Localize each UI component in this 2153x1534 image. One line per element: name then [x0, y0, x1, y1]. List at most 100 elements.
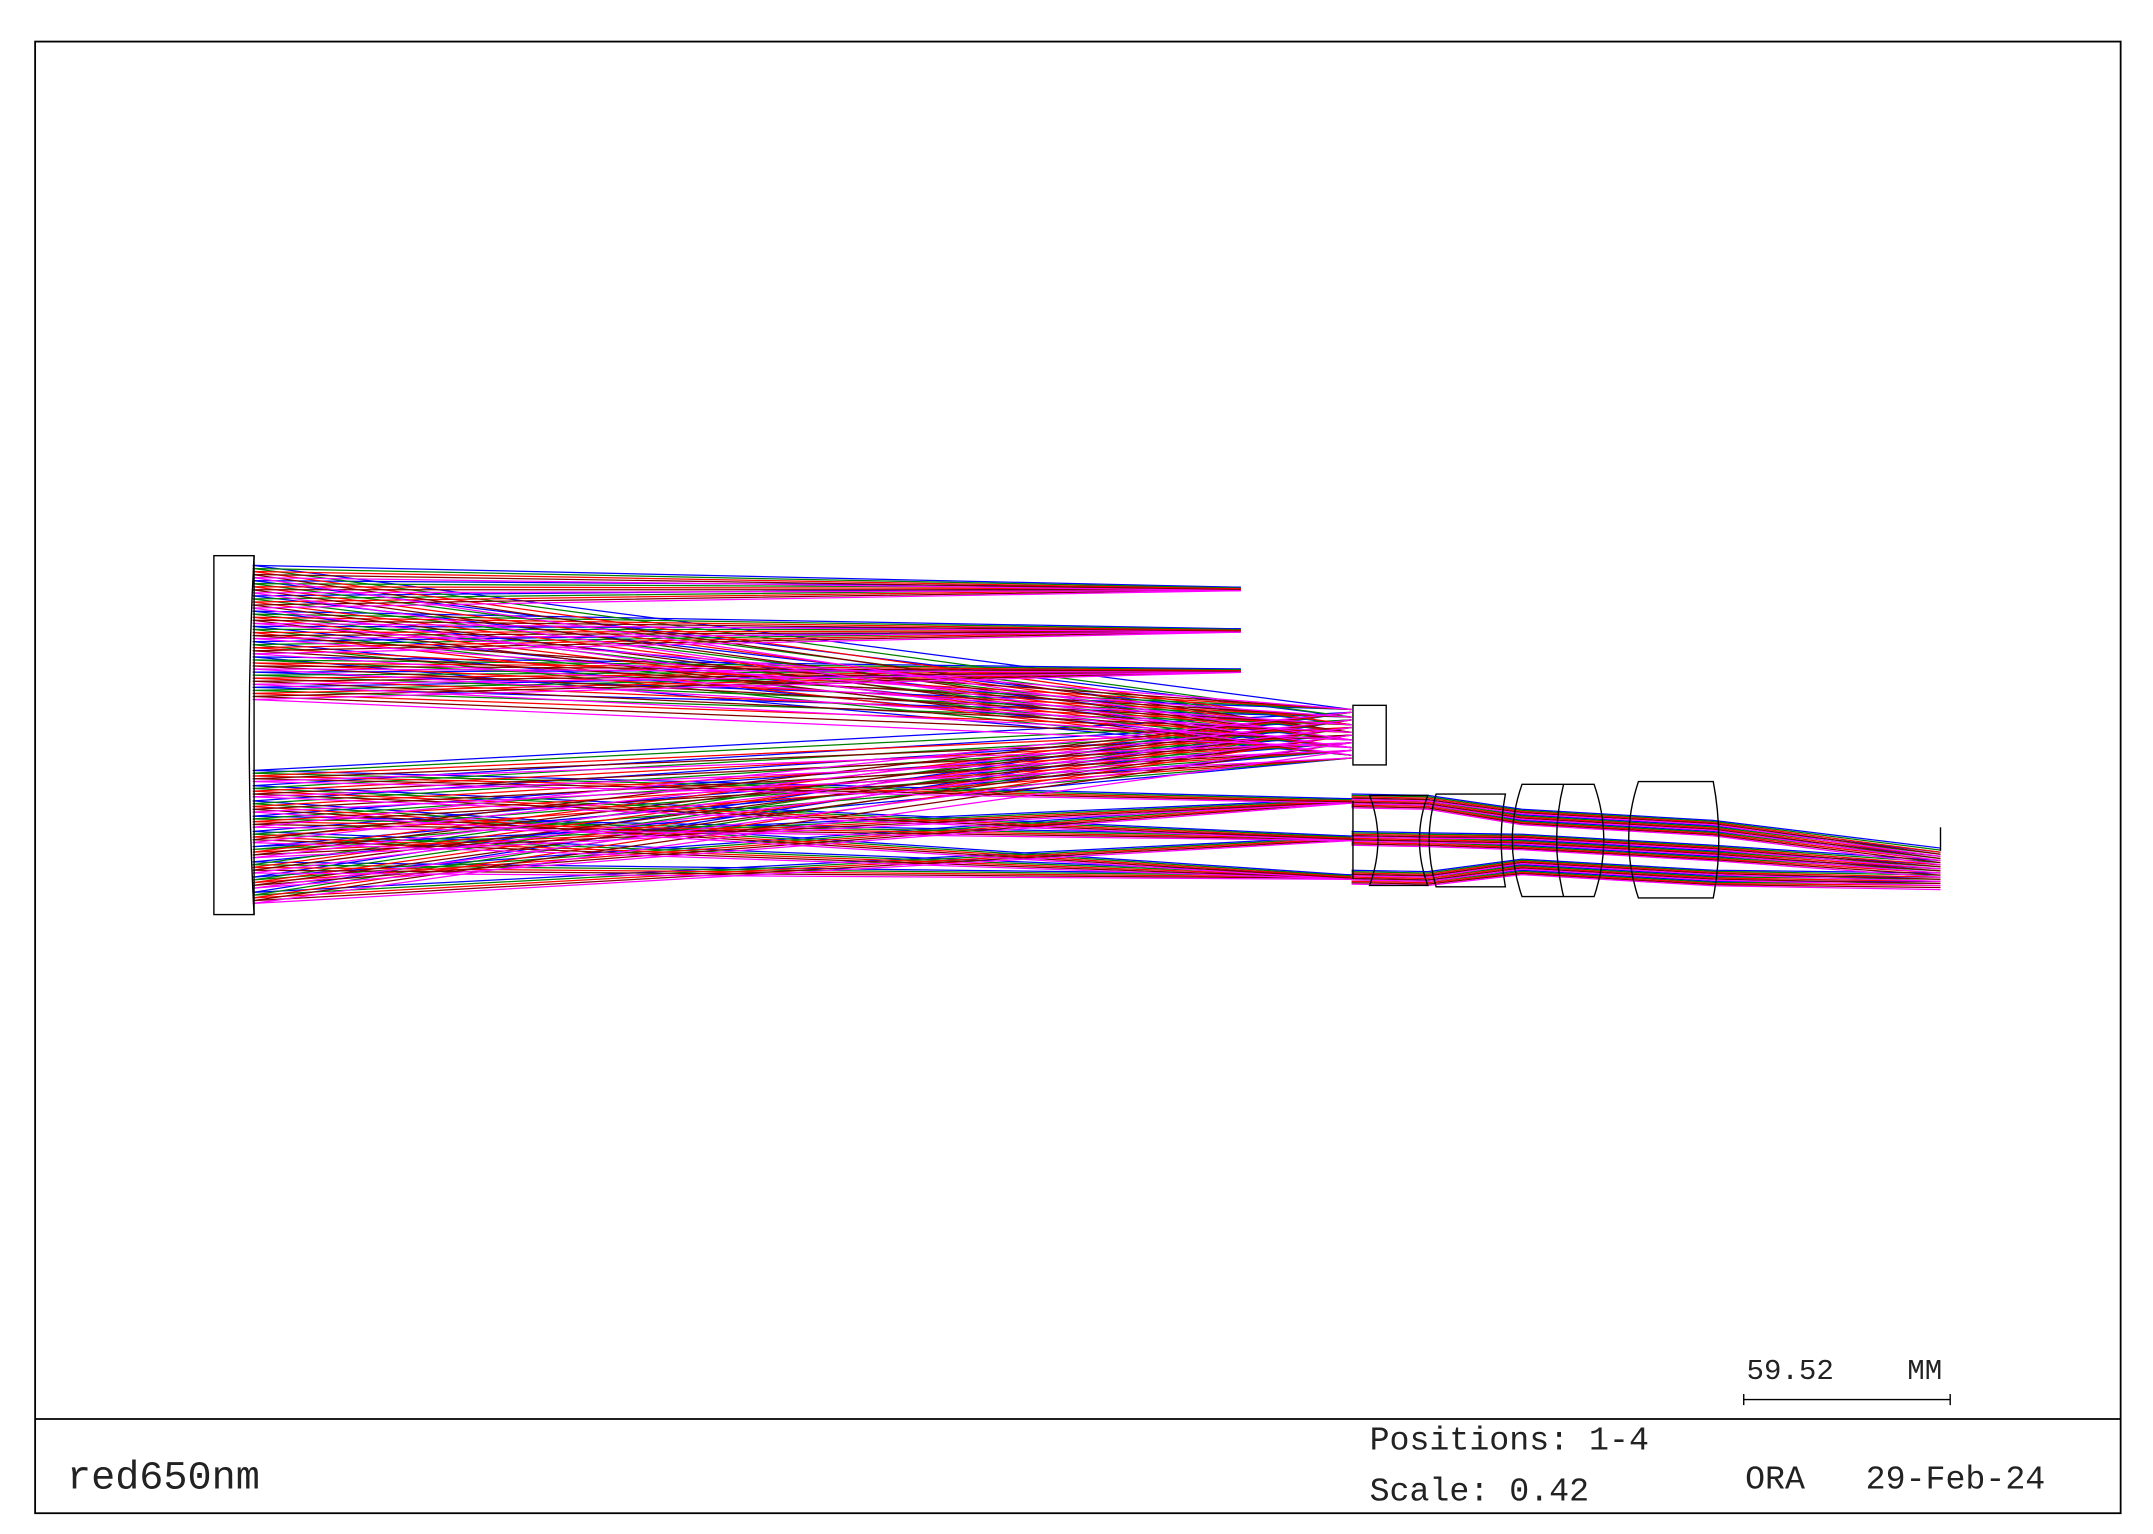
- ray: [252, 711, 1352, 879]
- ray: [252, 629, 1352, 756]
- ray: [252, 742, 1352, 804]
- ray: [252, 711, 1352, 877]
- ray: [1351, 871, 1941, 887]
- ray: [1351, 834, 1941, 868]
- design-name: red650nm: [67, 1456, 260, 1501]
- scale-bar-unit: MM: [1907, 1355, 1942, 1388]
- ray: [252, 726, 1352, 859]
- primary-surface: [248, 555, 255, 915]
- ray: [252, 670, 1352, 733]
- ray: [1351, 807, 1941, 866]
- ray: [252, 630, 1352, 718]
- ray: [252, 656, 1352, 756]
- ray: [252, 564, 1352, 711]
- ray: [252, 742, 1352, 878]
- ray: [252, 613, 1352, 741]
- scale-bar-length: 59.52: [1746, 1355, 1833, 1388]
- secondary-mirror: [1352, 704, 1387, 766]
- ray: [1351, 833, 1941, 866]
- ray: [252, 622, 1352, 711]
- lens-3: [1511, 783, 1605, 898]
- ray: [252, 726, 1352, 876]
- ray: [1351, 796, 1941, 853]
- ray: [252, 589, 1352, 749]
- lens-3-inner: [1556, 784, 1565, 897]
- ray: [1351, 868, 1941, 887]
- ray: [252, 631, 1352, 718]
- date: 29-Feb-24: [1866, 1460, 2046, 1498]
- program: ORA: [1745, 1460, 1805, 1498]
- ray: [252, 719, 1352, 881]
- ray: [252, 749, 1352, 905]
- ray: [1351, 803, 1941, 862]
- ray: [252, 711, 1352, 842]
- ray: [252, 719, 1352, 856]
- ray: [1351, 858, 1941, 874]
- ray: [252, 757, 1352, 841]
- ray: [252, 665, 1352, 726]
- ray: [1351, 872, 1941, 889]
- ray: [252, 749, 1352, 842]
- ray: [252, 589, 1352, 756]
- ray: [252, 630, 1352, 711]
- ray: [252, 616, 1352, 749]
- scale-bar: [1743, 1394, 1951, 1406]
- positions: Positions: 1-4: [1370, 1421, 1649, 1459]
- ray: [1351, 797, 1941, 855]
- ray: [252, 726, 1352, 802]
- ray: [1351, 839, 1941, 872]
- ray: [252, 749, 1352, 879]
- ray: [1351, 805, 1941, 864]
- ray: [252, 719, 1352, 878]
- ray: [252, 662, 1352, 718]
- ray: [1351, 862, 1941, 882]
- ray: [252, 631, 1352, 726]
- ray: [1351, 830, 1941, 862]
- ray: [1351, 794, 1941, 851]
- ray: [252, 671, 1352, 749]
- ray: [252, 757, 1352, 878]
- ray: [252, 670, 1352, 726]
- ray: [1351, 844, 1941, 878]
- ray: [1351, 837, 1941, 870]
- scale: Scale: 0.42: [1370, 1473, 1590, 1511]
- ray: [252, 757, 1352, 851]
- ray: [252, 588, 1352, 741]
- ray: [252, 757, 1352, 881]
- border: [34, 40, 2122, 1515]
- ray: [1351, 866, 1941, 882]
- ray: [252, 668, 1352, 733]
- ray: [1351, 798, 1941, 857]
- ray: [1351, 832, 1941, 864]
- ray: [1351, 841, 1941, 874]
- ray: [252, 670, 1352, 741]
- ray: [252, 671, 1352, 741]
- ray: [252, 629, 1352, 711]
- ray: [252, 711, 1352, 853]
- ray: [1351, 859, 1941, 876]
- ray: [1351, 804, 1941, 862]
- ray: [252, 619, 1352, 756]
- ray: [252, 749, 1352, 848]
- ray: [1351, 843, 1941, 876]
- ray: [1351, 861, 1941, 880]
- ray: [252, 734, 1352, 877]
- ray: [252, 726, 1352, 879]
- ray: [252, 734, 1352, 839]
- ray: [1351, 801, 1941, 860]
- lens-1: [1368, 794, 1429, 887]
- ray: [252, 610, 1352, 733]
- primary-mirror: [213, 554, 255, 916]
- ray: [252, 749, 1352, 839]
- ray: [252, 742, 1352, 841]
- ray: [1351, 840, 1941, 874]
- ray: [252, 734, 1352, 803]
- ray: [1351, 800, 1941, 857]
- ray: [1351, 836, 1941, 870]
- ray: [1351, 867, 1941, 885]
- lens-4: [1628, 780, 1720, 899]
- ray: [1351, 860, 1941, 878]
